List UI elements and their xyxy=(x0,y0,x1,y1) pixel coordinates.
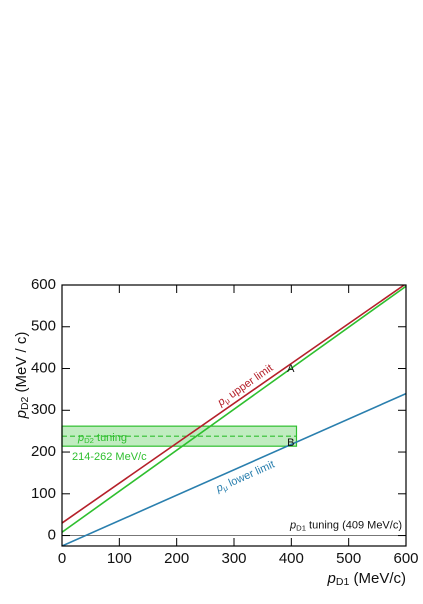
text-sub: D1 xyxy=(336,576,350,588)
series-line xyxy=(62,392,406,546)
y-tick-label: 300 xyxy=(31,401,56,418)
x-tick-label: 500 xyxy=(336,550,361,567)
series-line xyxy=(62,285,406,524)
text-sub: D1 xyxy=(296,524,306,533)
text-var: p xyxy=(13,410,30,419)
text-sub: D2 xyxy=(84,436,94,445)
text-var: p xyxy=(214,481,225,495)
text-rest: (MeV / c) xyxy=(13,332,30,397)
band-range-label: 214-262 MeV/c xyxy=(72,451,147,463)
text-rest: (MeV/c) xyxy=(349,570,406,587)
y-tick-label: 0 xyxy=(48,527,56,544)
text-sub: μ xyxy=(223,396,232,406)
y-tick-label: 500 xyxy=(31,318,56,335)
text-sub: μ xyxy=(222,483,230,493)
x-tick-label: 400 xyxy=(279,550,304,567)
series-line xyxy=(62,285,406,533)
x-tick-label: 100 xyxy=(107,550,132,567)
text-sub: D2 xyxy=(19,396,31,410)
y-tick-label: 100 xyxy=(31,485,56,502)
text-rest: tuning xyxy=(94,432,127,444)
x-tick-label: 0 xyxy=(58,550,66,567)
y-axis-title: pD2 (MeV / c) xyxy=(13,332,31,420)
reference-label: pD1 tuning (409 MeV/c) xyxy=(289,519,402,532)
x-tick-label: 200 xyxy=(164,550,189,567)
point-label: A xyxy=(287,363,295,375)
y-tick-label: 200 xyxy=(31,443,56,460)
text-rest: tuning (409 MeV/c) xyxy=(306,519,402,531)
point-label: B xyxy=(287,437,294,449)
text-var: p xyxy=(77,432,84,444)
x-axis-title: pD1 (MeV/c) xyxy=(327,570,406,588)
x-tick-label: 300 xyxy=(221,550,246,567)
y-tick-label: 400 xyxy=(31,359,56,376)
band-label: pD2 tuning xyxy=(77,432,127,445)
text-var: p xyxy=(327,570,336,587)
text-var: p xyxy=(289,519,296,531)
x-tick-label: 600 xyxy=(393,550,418,567)
y-tick-label: 600 xyxy=(31,276,56,293)
